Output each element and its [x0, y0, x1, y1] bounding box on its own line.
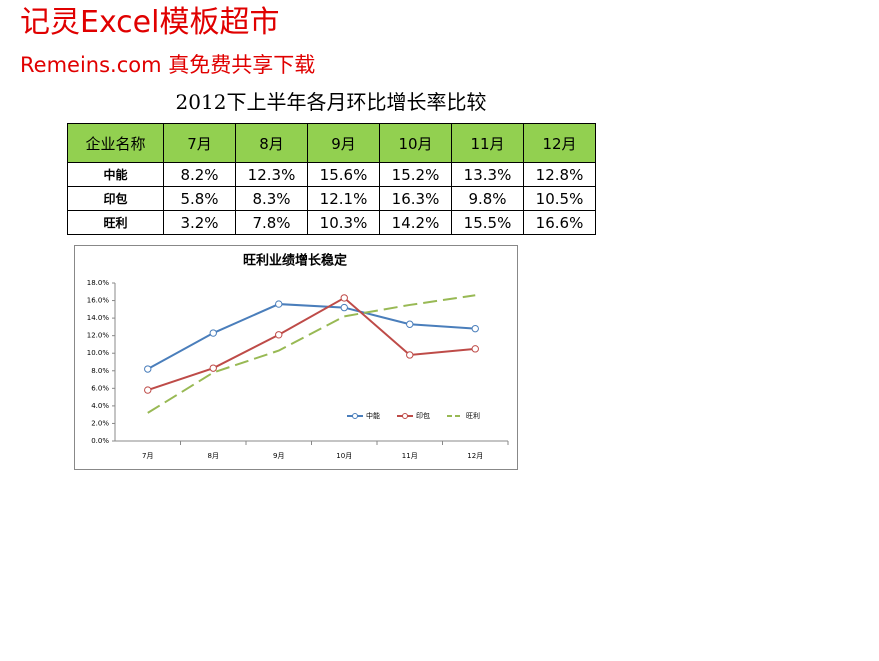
x-tick-label: 9月 [273, 452, 284, 460]
y-tick-label: 8.0% [91, 367, 109, 375]
header-cell: 7月 [163, 123, 236, 163]
series-line [147, 296, 476, 392]
table-cell: 10.5% [523, 186, 596, 211]
header-cell: 11月 [451, 123, 524, 163]
chart-frame [74, 245, 518, 470]
legend-label: 中能 [366, 411, 380, 420]
legend-marker [352, 413, 358, 419]
row-header: 中能 [67, 162, 164, 187]
table-cell: 12.8% [523, 162, 596, 187]
table-row: 中能 8.2% 12.3% 15.6% 15.2% 13.3% 12.8% [67, 162, 596, 187]
series-marker [275, 300, 283, 308]
chart-title: 旺利业绩增长稳定 [243, 253, 347, 269]
table-cell: 12.3% [235, 162, 308, 187]
legend-label: 印包 [416, 411, 430, 420]
legend-marker [402, 413, 408, 419]
table-cell: 14.2% [379, 210, 452, 235]
series-marker [406, 320, 414, 328]
y-tick-label: 2.0% [91, 419, 109, 427]
series-marker [406, 351, 414, 359]
series-marker [340, 303, 348, 312]
series-marker [275, 331, 283, 339]
table-cell: 15.6% [307, 162, 380, 187]
table-cell: 8.3% [235, 186, 308, 211]
table-cell: 9.8% [451, 186, 524, 211]
y-tick-label: 6.0% [91, 384, 109, 392]
series-marker [209, 364, 217, 372]
y-tick-label: 0.0% [91, 437, 109, 445]
series-marker [471, 345, 479, 353]
table-cell: 16.6% [523, 210, 596, 235]
header-cell: 企业名称 [67, 123, 164, 163]
series-marker [209, 329, 217, 337]
table-row: 印包 5.8% 8.3% 12.1% 16.3% 9.8% 10.5% [67, 186, 596, 211]
x-tick-label: 10月 [336, 452, 352, 460]
table-cell: 15.2% [379, 162, 452, 187]
table-row: 旺利 3.2% 7.8% 10.3% 14.2% 15.5% 16.6% [67, 210, 596, 235]
header-row: 企业名称 7月 8月 9月 10月 11月 12月 [67, 123, 596, 163]
y-tick-label: 12.0% [87, 332, 110, 340]
watermark: 记灵Excel模板超市 [20, 5, 280, 40]
sheet-title: 2012下上半年各月环比增长率比较 [175, 90, 487, 114]
series-line [147, 294, 476, 414]
header-cell: 12月 [523, 123, 596, 163]
table-cell: 13.3% [451, 162, 524, 187]
y-tick-label: 10.0% [87, 349, 110, 357]
y-tick-label: 4.0% [91, 402, 109, 410]
row-header: 印包 [67, 186, 164, 211]
chart: 旺利业绩增长稳定 0.0% 2.0% 4.0% 6.0% 8.0% 10.0% 12.0% 1… [74, 245, 518, 470]
y-tick-label: 14.0% [87, 314, 110, 322]
table-cell: 7.8% [235, 210, 308, 235]
series-line [147, 303, 476, 370]
series-marker [471, 324, 479, 333]
series-marker [144, 386, 152, 394]
series-marker [340, 294, 348, 302]
series-marker [144, 365, 152, 373]
table-cell: 3.2% [163, 210, 236, 235]
legend-label: 旺利 [466, 411, 480, 420]
x-tick-label: 7月 [142, 452, 153, 460]
header-cell: 10月 [379, 123, 452, 163]
header-cell: 8月 [235, 123, 308, 163]
row-header: 旺利 [67, 210, 164, 235]
data-table: 企业名称 7月 8月 9月 10月 11月 12月 中能 8.2% 12.3% 15.6% 15.2%… [67, 123, 596, 235]
header-cell: 9月 [307, 123, 380, 163]
table-cell: 15.5% [451, 210, 524, 235]
table-cell: 8.2% [163, 162, 236, 187]
y-tick-label: 16.0% [87, 297, 110, 305]
x-tick-label: 12月 [467, 452, 483, 460]
watermark: Remeins.com 真免费共享下载 [20, 53, 316, 77]
x-tick-label: 8月 [208, 452, 219, 460]
table-cell: 16.3% [379, 186, 452, 211]
x-tick-label: 11月 [402, 452, 418, 460]
table-cell: 10.3% [307, 210, 380, 235]
table-cell: 12.1% [307, 186, 380, 211]
y-tick-label: 18.0% [87, 279, 110, 287]
table-cell: 5.8% [163, 186, 236, 211]
